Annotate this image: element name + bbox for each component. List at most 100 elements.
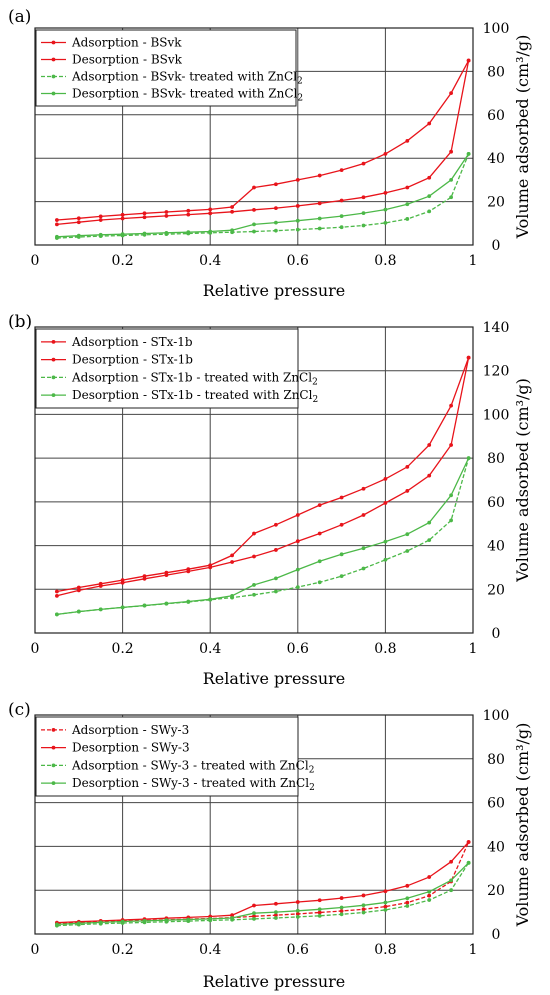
x-tick-label: 0.8	[374, 942, 396, 958]
data-point	[466, 840, 471, 844]
data-point	[208, 211, 213, 216]
data-point	[164, 214, 169, 218]
data-point	[252, 911, 256, 916]
data-point	[361, 903, 366, 908]
data-point	[274, 220, 278, 225]
data-point	[230, 209, 235, 214]
data-point	[142, 211, 147, 216]
series-line	[56, 357, 470, 597]
data-point	[98, 581, 103, 586]
data-point	[208, 916, 213, 921]
data-point	[142, 603, 147, 608]
data-point	[317, 531, 322, 536]
data-point	[339, 552, 344, 557]
data-point	[449, 859, 453, 864]
data-point	[55, 222, 59, 227]
data-point	[361, 513, 366, 517]
data-point	[339, 905, 344, 910]
data-point	[449, 91, 453, 95]
x-tick-label: 0	[31, 253, 40, 269]
legend-box	[35, 29, 297, 107]
legend-marker	[51, 375, 56, 380]
data-point	[449, 493, 453, 498]
legend-box	[35, 328, 299, 409]
data-point	[252, 222, 256, 227]
data-point	[383, 557, 388, 562]
data-point	[120, 605, 125, 610]
data-point	[164, 210, 169, 214]
legend-subscript: 2	[297, 77, 303, 87]
panel-label: (a)	[8, 7, 31, 27]
data-point	[361, 546, 366, 551]
panel-1: 0 0.2 0.4 0.6 0.8 1020406080100120140(b)Relat…	[8, 312, 532, 688]
data-point	[466, 355, 471, 360]
data-point	[186, 212, 191, 217]
data-point	[405, 202, 410, 207]
series-line	[56, 153, 470, 238]
data-point	[164, 601, 169, 606]
legend-box	[35, 716, 299, 797]
data-point	[449, 518, 453, 523]
y-tick-label: 60	[487, 796, 505, 812]
legend: Adsorption - BSvk Desorption - BSvk Adsorp…	[35, 29, 303, 107]
data-point	[230, 205, 235, 209]
data-point	[383, 900, 388, 905]
data-point	[466, 151, 471, 156]
y-tick-label: 60	[487, 108, 505, 124]
data-point	[383, 477, 388, 481]
legend-entry: Desorption - BSvk- treated with ZnCl2	[72, 87, 303, 104]
data-point	[405, 900, 410, 905]
data-point	[98, 232, 103, 237]
data-point	[449, 149, 453, 154]
data-point	[55, 218, 59, 222]
plot-frame	[34, 27, 474, 246]
series-line	[56, 841, 470, 925]
data-point	[427, 898, 432, 902]
y-tick-label: 40	[487, 839, 505, 855]
data-point	[405, 904, 410, 908]
data-point	[383, 908, 388, 912]
data-point	[186, 230, 191, 235]
data-point	[274, 576, 278, 581]
data-point	[120, 578, 125, 583]
data-point	[466, 58, 471, 63]
data-point	[295, 585, 300, 589]
series-line	[56, 60, 470, 221]
data-point	[252, 229, 256, 234]
series-line	[56, 153, 470, 239]
data-point	[466, 860, 471, 865]
legend-entry: Desorption - SWy-3 - treated with ZnCl2	[72, 776, 315, 793]
legend-entry: Adsorption - SWy-3 - treated with ZnCl2	[71, 758, 314, 775]
data-point	[98, 214, 103, 219]
data-point	[339, 214, 344, 219]
y-tick-label: 0	[492, 238, 501, 254]
data-point	[186, 567, 191, 572]
data-point	[295, 218, 300, 223]
legend-entry: Adsorption - BSvk- treated with ZnCl2	[71, 70, 303, 87]
y-axis-label: Volume adsorbed (cm³/g)	[513, 378, 532, 583]
data-point	[405, 138, 410, 143]
legend-marker	[51, 40, 56, 45]
data-point	[361, 907, 366, 912]
data-point	[361, 211, 366, 216]
data-point	[208, 597, 213, 602]
x-tick-label: 0	[31, 641, 40, 657]
data-point	[427, 520, 432, 525]
y-tick-label: 100	[483, 708, 510, 724]
legend-entry: Desorption - BSvk	[72, 53, 183, 67]
data-point	[295, 911, 300, 916]
data-point	[339, 198, 344, 203]
data-point	[317, 913, 322, 918]
data-point	[98, 607, 103, 612]
data-point	[449, 178, 453, 182]
data-point	[274, 228, 278, 233]
data-point	[449, 443, 453, 447]
legend-subscript: 2	[297, 94, 303, 104]
x-tick-label: 0.6	[287, 641, 309, 657]
data-point	[120, 216, 125, 221]
data-point	[295, 227, 300, 232]
x-tick-label: 0.4	[199, 253, 221, 269]
x-tick-label: 0	[31, 942, 40, 958]
